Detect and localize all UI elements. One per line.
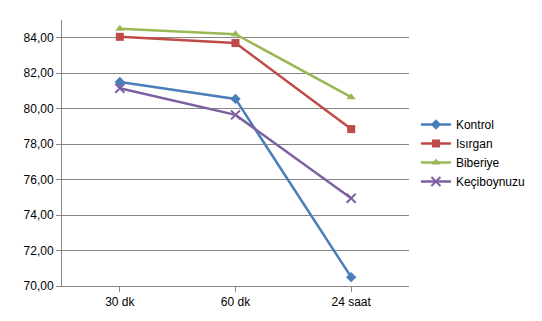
svg-text:84,00: 84,00 (24, 31, 54, 45)
svg-text:70,00: 70,00 (24, 279, 54, 293)
svg-text:30 dk: 30 dk (105, 295, 135, 309)
svg-text:24 saat: 24 saat (331, 295, 371, 309)
svg-text:78,00: 78,00 (24, 137, 54, 151)
svg-text:80,00: 80,00 (24, 102, 54, 116)
svg-text:76,00: 76,00 (24, 173, 54, 187)
svg-text:Isırgan: Isırgan (456, 137, 493, 151)
svg-text:72,00: 72,00 (24, 244, 54, 258)
svg-text:Biberiye: Biberiye (456, 156, 500, 170)
svg-text:82,00: 82,00 (24, 66, 54, 80)
svg-text:60 dk: 60 dk (221, 295, 251, 309)
svg-text:74,00: 74,00 (24, 208, 54, 222)
svg-text:Keçiboynuzu: Keçiboynuzu (456, 175, 525, 189)
svg-text:Kontrol: Kontrol (456, 118, 494, 132)
